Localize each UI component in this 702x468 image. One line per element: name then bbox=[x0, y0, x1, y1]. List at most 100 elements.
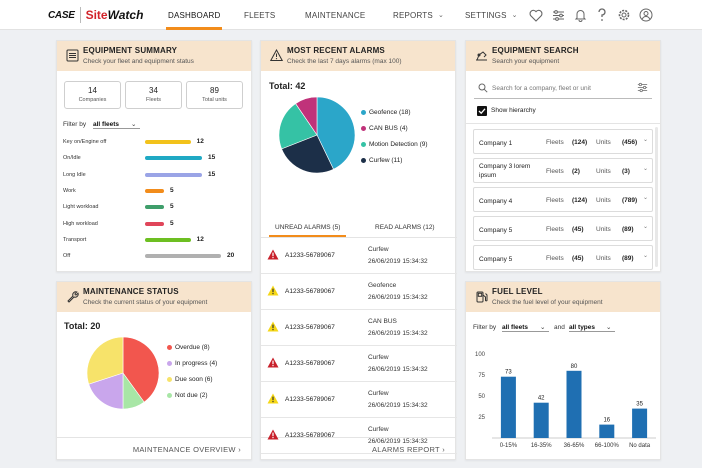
equipment-search-subtitle: Search your equipment bbox=[492, 58, 560, 65]
stat-companies[interactable]: 14 Companies bbox=[64, 81, 121, 109]
alarm-type: Curfew bbox=[368, 246, 389, 253]
company-units-label: Units bbox=[596, 197, 611, 204]
alarm-time: 26/06/2019 15:34:32 bbox=[368, 366, 428, 373]
company-row[interactable]: Company 1 Fleets (124) Units (456) ⌄ bbox=[473, 129, 653, 154]
legend-dot bbox=[167, 377, 172, 382]
legend-dot bbox=[167, 345, 172, 350]
company-row[interactable]: Company 5 Fleets (45) Units (89) ⌄ bbox=[473, 216, 653, 241]
show-hierarchy-checkbox[interactable] bbox=[477, 106, 487, 116]
alarm-row[interactable]: A1233-56789067 Curfew 26/06/2019 15:34:32 bbox=[261, 418, 457, 454]
company-fleets-count: (2) bbox=[572, 168, 580, 175]
filter-settings-icon[interactable] bbox=[637, 82, 648, 93]
fuel-x-tick-label: 16-35% bbox=[531, 443, 552, 449]
status-row-value: 5 bbox=[170, 219, 174, 227]
status-row-label: High workload bbox=[63, 220, 98, 227]
company-row[interactable]: Company 3 lorem ipsum Fleets (2) Units (3) ⌄ bbox=[473, 158, 653, 183]
chevron-down-icon: ⌄ bbox=[437, 12, 445, 19]
fuel-fleet-select[interactable]: all fleets ⌄ bbox=[502, 323, 549, 332]
fuel-bar-value-label: 35 bbox=[636, 402, 643, 408]
chevron-down-icon: ⌄ bbox=[131, 121, 137, 128]
status-row-bar bbox=[145, 205, 164, 210]
maintenance-status-card: MAINTENANCE STATUS Check the current sta… bbox=[56, 281, 252, 460]
status-row-label: Off bbox=[63, 253, 71, 260]
maintenance-legend-label: In progress (4) bbox=[175, 360, 218, 367]
alarm-row[interactable]: A1233-56789067 Curfew 26/06/2019 15:34:32 bbox=[261, 346, 457, 382]
nav-settings-label: SETTINGS bbox=[465, 10, 507, 20]
nav-dashboard[interactable]: DASHBOARD bbox=[165, 0, 223, 30]
alert-red-icon bbox=[267, 249, 279, 260]
alarms-report-link[interactable]: ALARMS REPORT › bbox=[372, 445, 445, 454]
alert-yellow-icon bbox=[267, 321, 279, 332]
tab-read-alarms[interactable]: READ ALARMS (12) bbox=[375, 224, 435, 231]
fuel-fleet-select-value: all fleets bbox=[502, 324, 529, 331]
maintenance-status-subtitle: Check the current status of your equipme… bbox=[83, 299, 208, 306]
nav-fleets-label: FLEETS bbox=[244, 10, 276, 20]
sliders-icon[interactable] bbox=[550, 7, 566, 23]
fuel-x-tick-label: 36-65% bbox=[564, 443, 585, 449]
top-navigation-bar: CASE Site Watch DASHBOARD FLEETS MAINTEN… bbox=[0, 0, 702, 30]
fuel-filter-label: Filter by bbox=[473, 324, 497, 331]
search-input[interactable] bbox=[492, 81, 632, 95]
alarm-row[interactable]: A1233-56789067 Curfew 26/06/2019 15:34:32 bbox=[261, 382, 457, 418]
company-fleets-label: Fleets bbox=[546, 139, 564, 146]
alarms-legend-item: Geofence (18) bbox=[361, 109, 411, 116]
recent-alarms-card: MOST RECENT ALARMS Check the last 7 days… bbox=[260, 40, 457, 460]
company-name: Company 3 lorem ipsum bbox=[479, 163, 531, 179]
fuel-bar[interactable] bbox=[599, 424, 615, 438]
fuel-bar[interactable] bbox=[533, 402, 549, 438]
equipment-summary-card: EQUIPMENT SUMMARY Check your fleet and e… bbox=[56, 40, 252, 272]
alarm-time: 26/06/2019 15:34:32 bbox=[368, 258, 428, 265]
bell-icon[interactable] bbox=[572, 7, 588, 23]
show-hierarchy-label: Show hierarchy bbox=[491, 107, 536, 114]
maintenance-overview-link[interactable]: MAINTENANCE OVERVIEW › bbox=[133, 445, 241, 454]
fuel-y-tick-label: 100 bbox=[475, 352, 486, 358]
summary-fleet-select[interactable]: all fleets ⌄ bbox=[93, 120, 140, 129]
fuel-level-title: FUEL LEVEL bbox=[492, 287, 543, 296]
equipment-search-card: EQUIPMENT SEARCH Search your equipment S… bbox=[465, 40, 661, 272]
nav-settings[interactable]: SETTINGS ⌄ bbox=[465, 0, 518, 30]
user-icon[interactable] bbox=[638, 7, 654, 23]
summary-filter-label: Filter by bbox=[63, 121, 87, 128]
company-list-scrollbar[interactable] bbox=[655, 127, 658, 267]
company-row[interactable]: Company 5 Fleets (45) Units (89) ⌄ bbox=[473, 245, 653, 270]
stat-fleets[interactable]: 34 Fleets bbox=[125, 81, 182, 109]
nav-dashboard-label: DASHBOARD bbox=[168, 10, 221, 20]
maintenance-legend-label: Due soon (6) bbox=[175, 376, 213, 383]
alarm-row[interactable]: A1233-56789067 CAN BUS 26/06/2019 15:34:32 bbox=[261, 310, 457, 346]
sitewatch-logo[interactable]: CASE Site Watch bbox=[48, 6, 143, 24]
fuel-bar[interactable] bbox=[500, 376, 516, 438]
maintenance-pie-chart bbox=[86, 336, 160, 410]
company-fleets-label: Fleets bbox=[546, 226, 564, 233]
gear-icon[interactable] bbox=[616, 7, 632, 23]
fuel-bar[interactable] bbox=[632, 408, 648, 438]
maintenance-legend-label: Overdue (8) bbox=[175, 344, 210, 351]
nav-fleets[interactable]: FLEETS bbox=[244, 0, 275, 30]
stat-fleets-value: 34 bbox=[149, 86, 158, 95]
case-logo-text: CASE bbox=[48, 9, 75, 21]
nav-reports[interactable]: REPORTS ⌄ bbox=[393, 0, 444, 30]
company-row[interactable]: Company 4 Fleets (124) Units (789) ⌄ bbox=[473, 187, 653, 212]
fuel-type-select[interactable]: all types ⌄ bbox=[569, 323, 615, 332]
alarms-legend-label: Geofence (18) bbox=[369, 109, 411, 116]
legend-dot bbox=[167, 361, 172, 366]
heart-icon[interactable] bbox=[528, 7, 544, 23]
search-box bbox=[474, 77, 652, 99]
alert-yellow-icon bbox=[267, 393, 279, 404]
alarm-row[interactable]: A1233-56789067 Curfew 26/06/2019 15:34:32 bbox=[261, 238, 457, 274]
stat-total-units[interactable]: 89 Total units bbox=[186, 81, 243, 109]
stat-companies-label: Companies bbox=[78, 97, 107, 103]
fuel-x-tick-label: 0-15% bbox=[500, 443, 518, 449]
company-fleets-label: Fleets bbox=[546, 255, 564, 262]
nav-maintenance[interactable]: MAINTENANCE bbox=[305, 0, 365, 30]
legend-dot bbox=[167, 393, 172, 398]
alarms-legend-label: CAN BUS (4) bbox=[369, 125, 408, 132]
alarm-row[interactable]: A1233-56789067 Geofence 26/06/2019 15:34:3… bbox=[261, 274, 457, 310]
fuel-bar-value-label: 16 bbox=[603, 418, 610, 424]
help-icon[interactable] bbox=[594, 7, 610, 23]
alarm-code: A1233-56789067 bbox=[285, 324, 335, 331]
maintenance-status-title: MAINTENANCE STATUS bbox=[83, 287, 179, 296]
maintenance-pie-slice bbox=[86, 336, 124, 385]
chevron-right-icon: › bbox=[442, 445, 445, 454]
tab-unread-alarms[interactable]: UNREAD ALARMS (5) bbox=[268, 224, 347, 237]
fuel-bar[interactable] bbox=[566, 370, 582, 438]
